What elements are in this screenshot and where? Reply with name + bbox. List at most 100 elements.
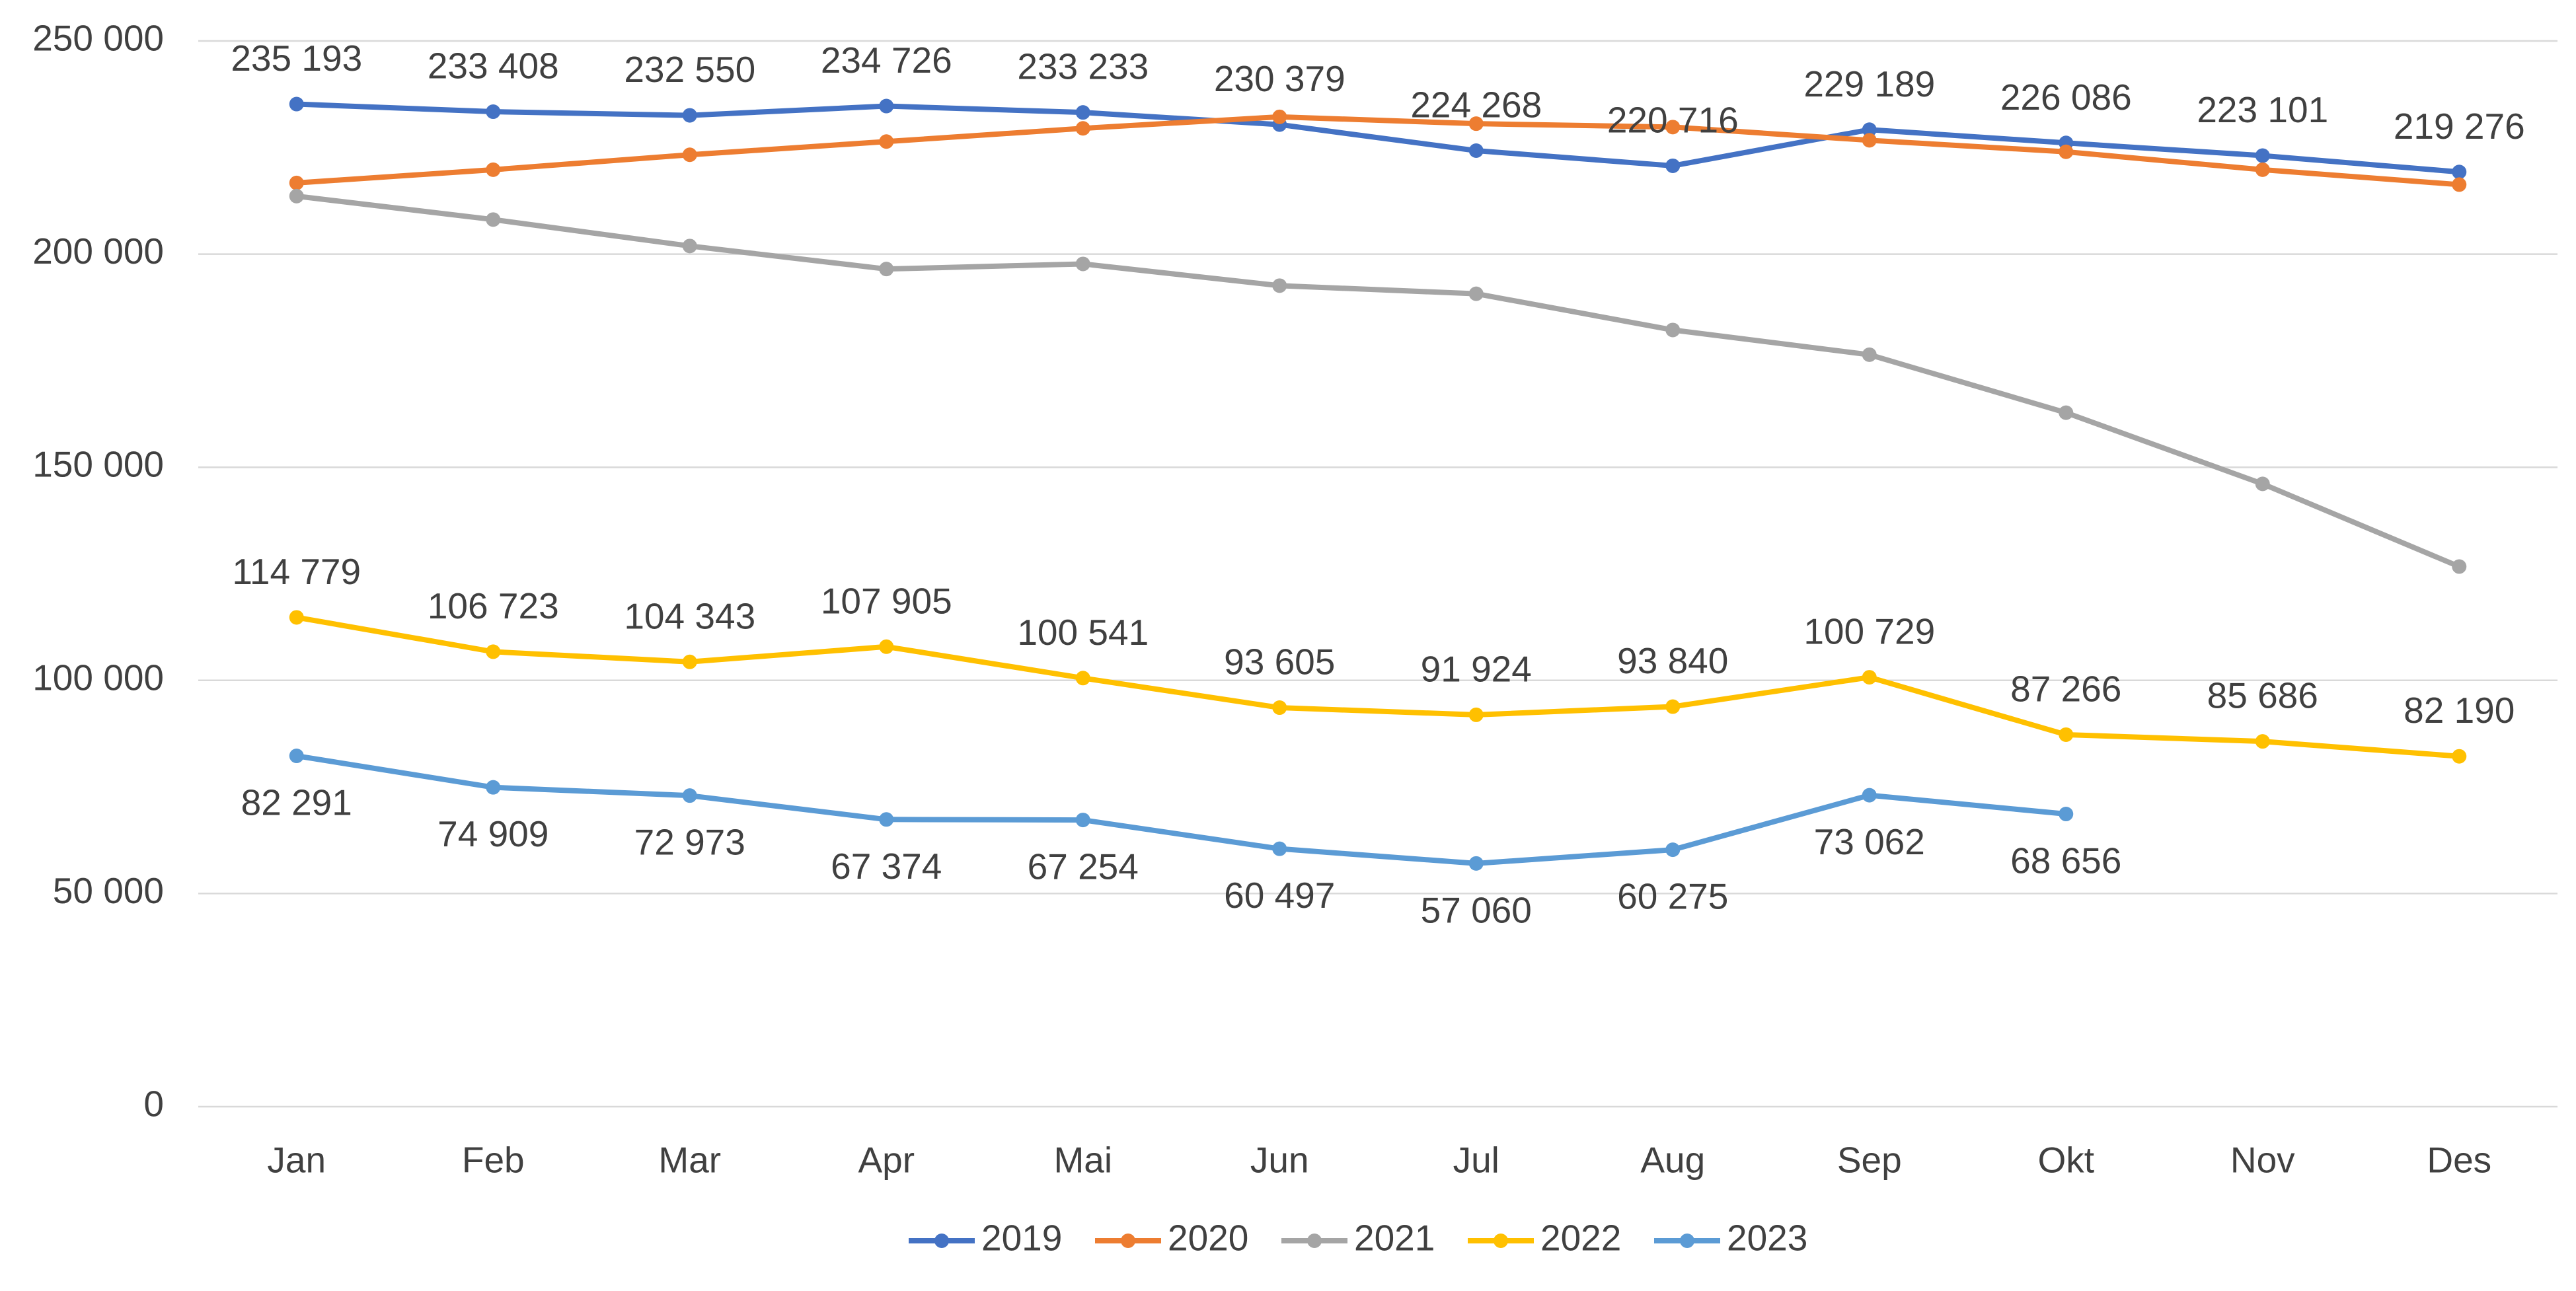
series-line xyxy=(293,614,2462,759)
point-marker xyxy=(486,212,501,227)
data-label: 230 379 xyxy=(1214,58,1345,99)
point-marker xyxy=(1862,788,1877,803)
point-marker xyxy=(1665,322,1681,338)
point-marker xyxy=(1075,671,1090,686)
data-label: 107 905 xyxy=(821,580,952,621)
x-tick-label: Jun xyxy=(1250,1140,1309,1181)
point-marker xyxy=(879,262,894,277)
point-marker xyxy=(879,98,894,114)
data-label: 223 101 xyxy=(2197,89,2328,130)
point-marker xyxy=(1468,143,1484,159)
point-marker xyxy=(289,188,304,203)
x-tick-label: Jul xyxy=(1453,1140,1499,1181)
data-label: 219 276 xyxy=(2394,106,2525,147)
point-marker xyxy=(289,96,304,112)
point-marker xyxy=(1862,133,1877,148)
data-label: 229 189 xyxy=(1803,63,1935,104)
data-label: 106 723 xyxy=(428,585,559,626)
point-marker xyxy=(2059,727,2074,742)
point-marker xyxy=(289,749,304,764)
point-marker xyxy=(682,788,697,803)
legend-label: 2022 xyxy=(1540,1218,1621,1259)
data-label: 82 190 xyxy=(2404,690,2515,731)
data-label: 104 343 xyxy=(624,595,755,636)
point-marker xyxy=(2452,749,2467,764)
point-marker xyxy=(1468,856,1484,871)
y-tick-label: 150 000 xyxy=(32,444,164,485)
point-marker xyxy=(2059,405,2074,420)
point-marker xyxy=(1272,700,1287,716)
y-tick-label: 50 000 xyxy=(53,870,164,911)
data-label: 100 729 xyxy=(1803,611,1935,652)
data-label: 87 266 xyxy=(2010,668,2121,709)
series-line xyxy=(293,114,2462,188)
data-label: 85 686 xyxy=(2207,675,2318,716)
data-label: 226 086 xyxy=(2000,77,2132,118)
point-marker xyxy=(486,104,501,120)
legend-marker xyxy=(934,1234,949,1248)
point-marker xyxy=(1075,121,1090,136)
point-marker xyxy=(682,654,697,669)
point-marker xyxy=(1468,116,1484,131)
data-label: 220 716 xyxy=(1607,99,1739,140)
point-marker xyxy=(2452,559,2467,574)
point-marker xyxy=(1075,256,1090,272)
data-label: 100 541 xyxy=(1017,612,1149,653)
data-label: 82 291 xyxy=(241,782,352,823)
x-tick-label: Jan xyxy=(267,1140,326,1181)
legend-marker xyxy=(1680,1234,1694,1248)
point-marker xyxy=(1272,841,1287,856)
point-marker xyxy=(2452,165,2467,180)
x-tick-label: Feb xyxy=(462,1140,525,1181)
series-line xyxy=(293,753,2069,866)
data-label: 232 550 xyxy=(624,49,755,90)
point-marker xyxy=(682,239,697,254)
data-label: 233 233 xyxy=(1017,46,1149,87)
point-marker xyxy=(1075,813,1090,828)
y-tick-label: 250 000 xyxy=(32,18,164,59)
data-label: 235 193 xyxy=(231,38,362,79)
legend-marker xyxy=(1121,1234,1135,1248)
x-tick-label: Mai xyxy=(1053,1140,1112,1181)
point-marker xyxy=(879,639,894,654)
y-tick-label: 200 000 xyxy=(32,231,164,272)
point-marker xyxy=(289,175,304,190)
legend-label: 2023 xyxy=(1727,1218,1807,1259)
x-tick-label: Mar xyxy=(658,1140,721,1181)
point-marker xyxy=(2255,734,2270,749)
point-marker xyxy=(682,147,697,163)
point-marker xyxy=(1468,286,1484,301)
data-label: 234 726 xyxy=(821,40,952,81)
data-label: 114 779 xyxy=(232,551,361,592)
data-label: 57 060 xyxy=(1421,889,1532,930)
point-marker xyxy=(486,644,501,659)
data-label: 73 062 xyxy=(1814,821,1925,862)
data-label: 67 374 xyxy=(831,846,942,887)
point-marker xyxy=(1665,699,1681,714)
x-tick-label: Des xyxy=(2427,1140,2491,1181)
legend-label: 2019 xyxy=(981,1218,1062,1259)
legend-label: 2021 xyxy=(1354,1218,1435,1259)
point-marker xyxy=(289,610,304,625)
point-marker xyxy=(682,108,697,123)
legend-marker xyxy=(1494,1234,1508,1248)
legend-label: 2020 xyxy=(1168,1218,1248,1259)
point-marker xyxy=(486,780,501,795)
point-marker xyxy=(1862,670,1877,685)
point-marker xyxy=(2255,476,2270,492)
x-tick-label: Nov xyxy=(2230,1140,2295,1181)
point-marker xyxy=(1272,278,1287,293)
data-label: 91 924 xyxy=(1421,648,1532,689)
point-marker xyxy=(1468,707,1484,722)
y-tick-label: 0 xyxy=(143,1084,164,1125)
data-label: 233 408 xyxy=(428,46,559,87)
legend-marker xyxy=(1307,1234,1322,1248)
point-marker xyxy=(1665,842,1681,858)
data-label: 74 909 xyxy=(437,813,549,854)
point-marker xyxy=(2255,148,2270,163)
data-label: 72 973 xyxy=(634,822,745,863)
x-tick-label: Apr xyxy=(858,1140,915,1181)
series-line xyxy=(293,101,2462,175)
